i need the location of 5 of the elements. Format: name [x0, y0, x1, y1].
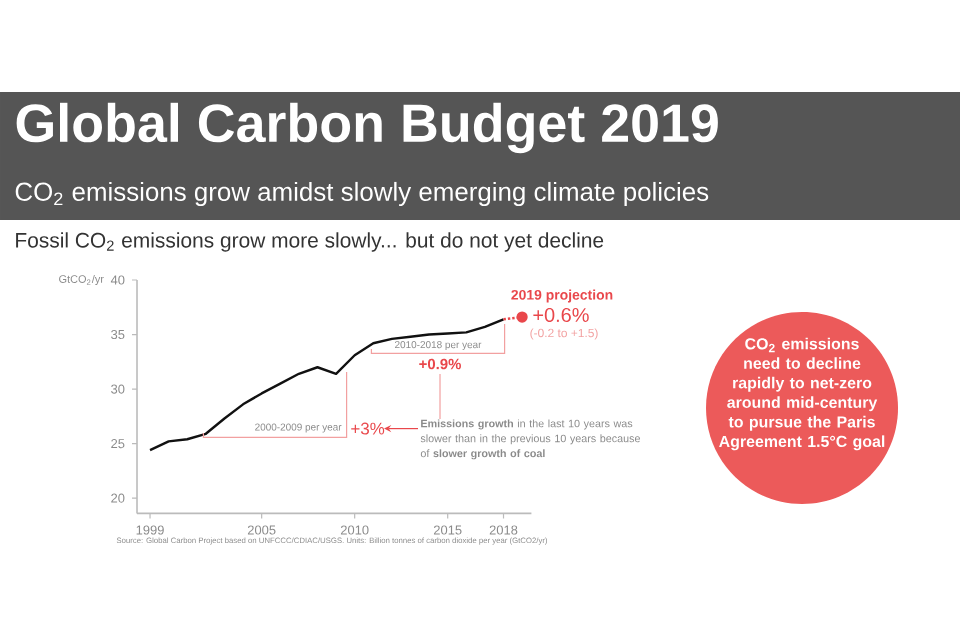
- chart-title: Global Carbon Budget 2019: [16, 102, 718, 154]
- chart-subtitle: CO$_{2}$ emissions grow amidst slowly emerging climate policies: [15, 181, 709, 207]
- text: Fossil CO$_{2}$ emissions grow more slowly... but do not yet decline: [16, 232, 604, 252]
- annotation: +3%: [351, 422, 385, 435]
- text: +0.6%: [533, 307, 589, 323]
